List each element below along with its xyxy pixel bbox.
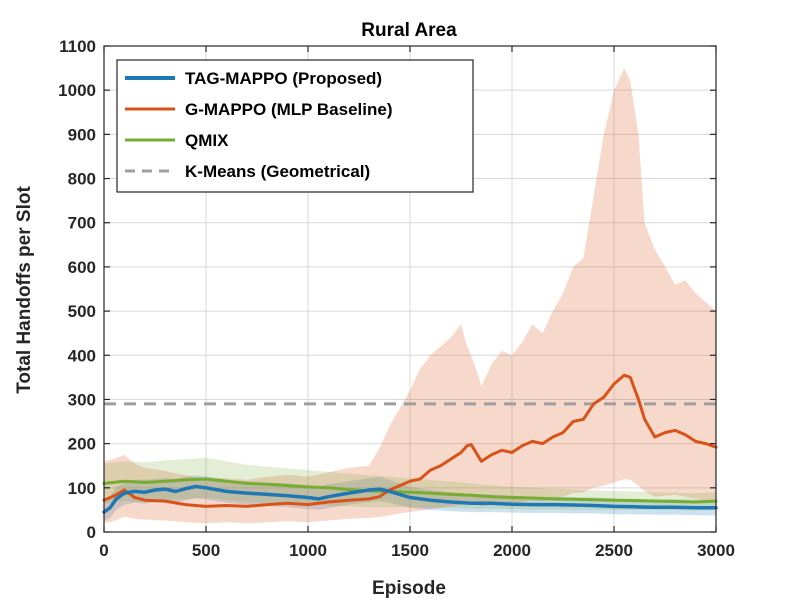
legend-box <box>116 59 474 193</box>
legend-label-qmix: QMIX <box>185 131 229 150</box>
x-tick-label: 0 <box>99 541 108 560</box>
legend: TAG-MAPPO (Proposed) G-MAPPO (MLP Baselin… <box>116 59 474 193</box>
y-tick-label: 700 <box>68 214 96 233</box>
x-axis-title: Episode <box>372 578 446 599</box>
x-tick-label: 1500 <box>391 541 429 560</box>
series-line-qmix <box>102 477 718 504</box>
y-tick-label: 200 <box>68 435 96 454</box>
y-axis-title: Total Handoffs per Slot <box>14 186 35 394</box>
x-tick-label: 2500 <box>595 541 633 560</box>
series-line-g-mappo-mlp-baseline <box>102 373 718 508</box>
y-tick-label: 1100 <box>59 37 96 56</box>
series-line-tag-mappo-proposed <box>102 484 718 514</box>
chart-title: Rural Area <box>361 20 457 41</box>
y-tick-label: 800 <box>68 170 96 189</box>
x-tick-label: 1000 <box>289 541 327 560</box>
y-tick-label: 600 <box>68 258 96 277</box>
x-tick-label: 500 <box>192 541 220 560</box>
x-tick-label: 2000 <box>493 541 531 560</box>
y-tick-label: 300 <box>68 390 96 409</box>
y-tick-label: 900 <box>68 125 96 144</box>
y-tick-label: 400 <box>68 346 96 365</box>
series-band-g-mappo-mlp-baseline <box>104 68 716 524</box>
legend-label-g-mappo-mlp-baseline: G-MAPPO (MLP Baseline) <box>185 100 393 119</box>
x-tick-label: 3000 <box>697 541 735 560</box>
series-band-qmix <box>104 457 716 511</box>
legend-label-tag-mappo-proposed: TAG-MAPPO (Proposed) <box>185 69 382 88</box>
y-tick-label: 0 <box>87 523 96 542</box>
y-tick-label: 500 <box>68 302 96 321</box>
legend-label-k-means-geometrical: K-Means (Geometrical) <box>185 162 370 181</box>
y-tick-label: 1000 <box>58 81 96 100</box>
y-tick-label: 100 <box>68 479 96 498</box>
